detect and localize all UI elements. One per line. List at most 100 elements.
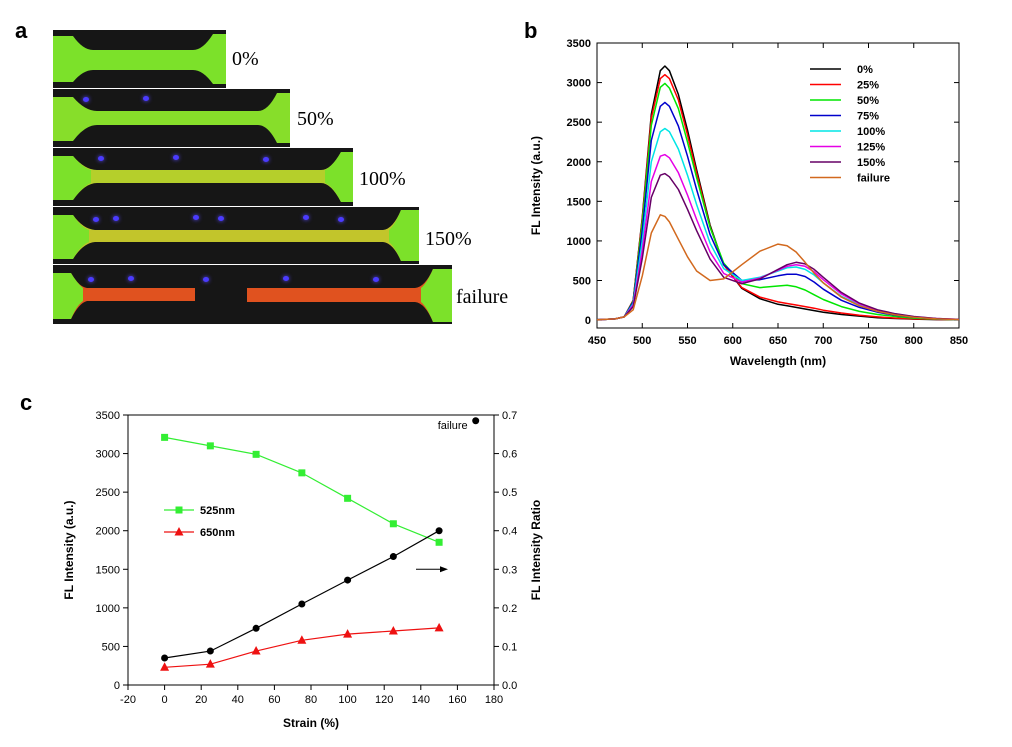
legend-label-125%: 125% xyxy=(857,142,885,154)
y-tick-label: 3000 xyxy=(96,449,120,461)
dogbone-specimen xyxy=(53,210,419,261)
panel-letter-b: b xyxy=(524,18,538,43)
y-tick-label: 1500 xyxy=(96,564,120,576)
dogbone-specimen xyxy=(53,152,353,202)
y-tick-label: 500 xyxy=(102,641,120,653)
x-tick-label: 650 xyxy=(769,335,787,347)
legend-label-75%: 75% xyxy=(857,111,879,123)
x-tick-label: -20 xyxy=(120,694,136,706)
panel-letter-c: c xyxy=(20,390,33,415)
glow-spot xyxy=(283,276,289,281)
x-tick-label: 140 xyxy=(412,694,430,706)
x-tick-label: 160 xyxy=(448,694,466,706)
x-tick-label: 180 xyxy=(485,694,503,706)
data-point-ratio-2 xyxy=(206,647,214,655)
y-axis-label: FL Intensity (a.u.) xyxy=(529,136,543,235)
x-tick-label: 600 xyxy=(724,335,742,347)
y-tick-label: 2000 xyxy=(567,157,591,169)
legend-label-525nm: 525nm xyxy=(200,505,235,517)
x-tick-label: 750 xyxy=(859,335,877,347)
y-tick-label: 500 xyxy=(573,276,591,288)
series-line-75% xyxy=(596,101,960,321)
x-tick-label: 850 xyxy=(950,335,968,347)
legend-label-150%: 150% xyxy=(857,157,885,169)
glow-spot xyxy=(93,217,99,222)
y2-tick-label: 0.5 xyxy=(502,487,517,499)
legend-label-0%: 0% xyxy=(857,64,873,76)
y-tick-label: 2000 xyxy=(96,526,120,538)
glow-spot xyxy=(128,276,134,281)
legend-marker-650nm xyxy=(174,527,184,536)
sample-photo-panel: 0% 50% 100% 150% xyxy=(0,0,520,335)
glow-spot xyxy=(143,96,149,101)
x-tick-label: 40 xyxy=(232,694,244,706)
x-tick-label: 800 xyxy=(905,335,923,347)
data-point-ratio-2 xyxy=(161,654,169,662)
y2-tick-label: 0.3 xyxy=(502,564,517,576)
data-point-525nm xyxy=(298,469,306,477)
glow-spot xyxy=(173,155,179,160)
legend-marker-525nm xyxy=(175,506,183,514)
x-tick-label: 20 xyxy=(195,694,207,706)
series-line-150% xyxy=(596,172,960,321)
y-tick-label: 1000 xyxy=(96,603,120,615)
y2-axis-label: FL Intensity Ratio xyxy=(529,500,543,600)
panel-letter-a: a xyxy=(15,18,28,43)
data-point-650nm xyxy=(297,635,307,644)
glow-spot xyxy=(98,156,104,161)
y2-tick-label: 0.1 xyxy=(502,641,517,653)
dogbone-specimen xyxy=(53,34,226,84)
glow-spot xyxy=(373,277,379,282)
strain-chart: -20 0 20 40 60 80 100 120 140 160 1800500100015002… xyxy=(62,410,543,730)
data-point-ratio-2 xyxy=(298,600,306,608)
data-point-650nm xyxy=(343,629,353,638)
glow-spot xyxy=(193,215,199,220)
data-point-ratio-2 xyxy=(389,553,397,561)
data-point-failure xyxy=(472,417,480,425)
x-tick-label: 100 xyxy=(338,694,356,706)
legend-label-650nm: 650nm xyxy=(200,527,235,539)
data-point-650nm xyxy=(160,662,170,671)
glow-spot xyxy=(113,216,119,221)
y-tick-label: 3000 xyxy=(567,78,591,90)
data-point-ratio-2 xyxy=(435,527,443,535)
sample-photo-150 xyxy=(53,207,419,264)
sample-label-100: 100% xyxy=(359,168,406,190)
y-tick-label: 0 xyxy=(585,315,591,327)
x-tick-label: 450 xyxy=(588,335,606,347)
y2-tick-label: 0.4 xyxy=(502,526,517,538)
data-point-525nm xyxy=(161,433,169,441)
y-tick-label: 2500 xyxy=(96,487,120,499)
sample-photo-0 xyxy=(53,30,226,88)
spectra-chart: 450 500 550 600 650 700 750 800 850 0 500 1000 1500 2… xyxy=(529,38,968,368)
glow-spot xyxy=(83,97,89,102)
failure-annotation: failure xyxy=(438,420,468,432)
y-tick-label: 1500 xyxy=(567,196,591,208)
data-point-ratio-2 xyxy=(252,624,260,632)
glow-spot xyxy=(203,277,209,282)
y-tick-label: 2500 xyxy=(567,117,591,129)
glow-spot xyxy=(303,215,309,220)
data-point-525nm xyxy=(206,442,214,450)
y-axis-label: FL Intensity (a.u.) xyxy=(62,500,76,599)
x-tick-label: 120 xyxy=(375,694,393,706)
x-tick-label: 60 xyxy=(268,694,280,706)
y-tick-label: 0 xyxy=(114,680,120,692)
data-point-525nm xyxy=(435,538,443,546)
right-axis-arrow-head xyxy=(440,566,448,573)
glow-spot xyxy=(88,277,94,282)
sample-label-150: 150% xyxy=(425,228,472,250)
x-tick-label: 80 xyxy=(305,694,317,706)
y2-tick-label: 0.7 xyxy=(502,410,517,422)
sample-label-failure: failure xyxy=(456,286,509,308)
data-point-650nm xyxy=(251,646,261,655)
series-line-failure xyxy=(596,214,960,321)
data-point-525nm xyxy=(344,494,352,502)
x-tick-label: 700 xyxy=(814,335,832,347)
legend-label-25%: 25% xyxy=(857,80,879,92)
sample-photo-failure xyxy=(53,265,452,324)
series-line-650nm xyxy=(164,627,440,668)
data-point-650nm xyxy=(434,622,444,632)
data-point-ratio-2 xyxy=(344,576,352,584)
series-line-125% xyxy=(596,153,960,321)
